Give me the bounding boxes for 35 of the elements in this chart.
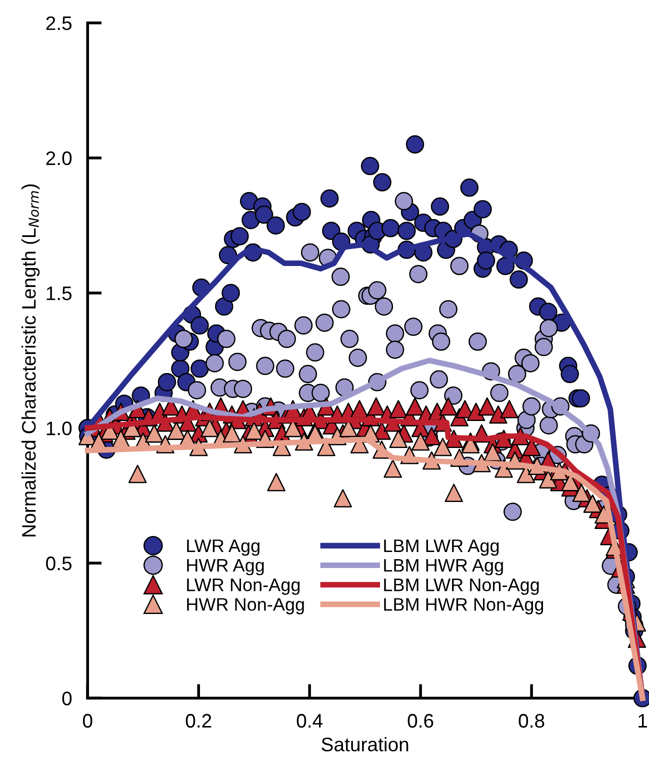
legend-label: LBM LWR Agg	[384, 540, 499, 556]
y-tick-label: 1.5	[46, 286, 72, 300]
point	[411, 432, 430, 451]
point	[539, 470, 558, 488]
point	[389, 430, 408, 448]
point	[434, 438, 452, 456]
point	[572, 484, 591, 502]
x-tick-label: 1	[638, 714, 647, 728]
y-tick-label: 2.5	[46, 16, 72, 30]
point	[267, 472, 286, 492]
point	[444, 484, 463, 502]
point	[384, 459, 402, 478]
legend-label: LWR Non-Agg	[187, 578, 300, 595]
x-tick-label: 0.8	[518, 714, 544, 728]
point	[484, 443, 502, 462]
point	[244, 422, 264, 440]
x-tick-label: 0.6	[408, 714, 434, 728]
legend-label: LBM HWR Non-Agg	[384, 598, 544, 614]
point	[334, 489, 352, 508]
y-tick-label: 1.0	[46, 422, 72, 436]
x-axis-title: Saturation	[322, 737, 408, 752]
point	[128, 464, 147, 484]
point	[222, 424, 242, 443]
x-tick-label: 0	[82, 714, 92, 728]
legend-label: LBM LWR Non-Agg	[384, 578, 539, 595]
legend-label: LWR Agg	[187, 540, 260, 556]
y-tick-label: 2.0	[46, 151, 72, 166]
legend-label: HWR Non-Agg	[187, 598, 304, 614]
x-tick-label: 0.4	[296, 714, 323, 728]
y-tick-label: 0	[62, 692, 72, 706]
legend-label: HWR Agg	[187, 559, 264, 576]
y-tick-label: 0.5	[46, 556, 72, 570]
y-axis-title: Normalized Characteristic Length (L$_{Norm}$)	[21, 184, 40, 536]
legend-label: LBM HWR Agg	[384, 559, 503, 576]
x-tick-label: 0.2	[186, 714, 212, 728]
